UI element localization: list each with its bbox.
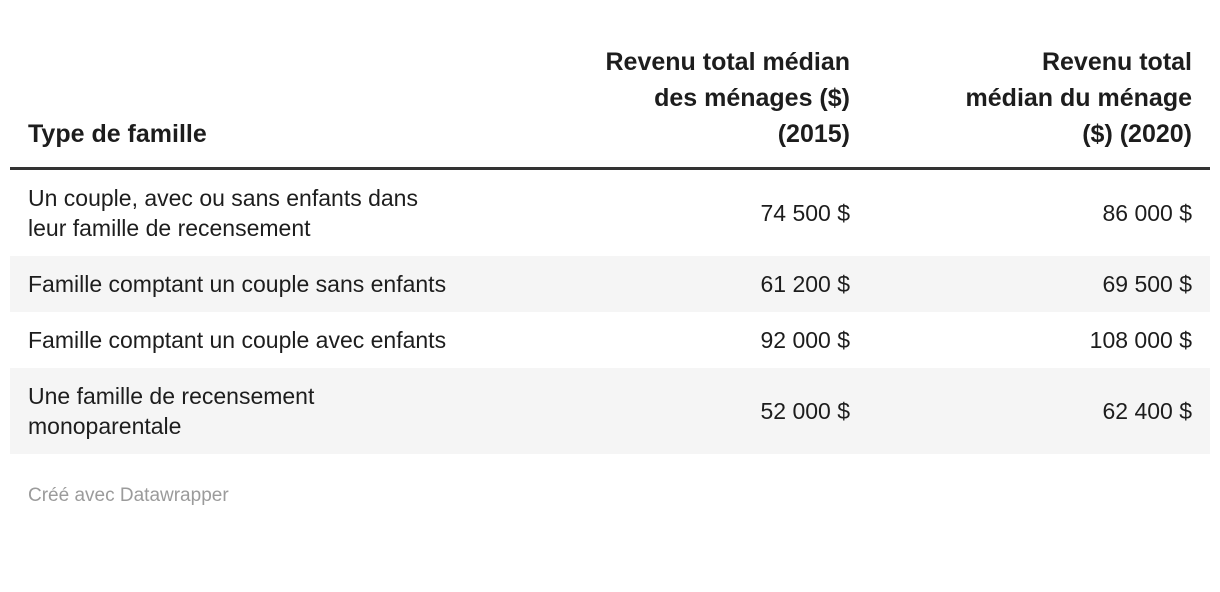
- column-header-income-2020: Revenu total médian du ménage ($) (2020): [868, 10, 1210, 169]
- income-2020-cell: 69 500 $: [1102, 271, 1192, 297]
- header-line: ($) (2020): [1082, 120, 1192, 148]
- income-2015-cell: 92 000 $: [760, 327, 850, 353]
- family-type-cell: Famille comptant un couple sans enfants: [28, 271, 447, 297]
- table-row: Famille comptant un couple avec enfants …: [10, 312, 1210, 368]
- income-2020-cell: 62 400 $: [1102, 398, 1192, 424]
- table-row: Famille comptant un couple sans enfants …: [10, 256, 1210, 312]
- header-row: Type de famille Revenu total médian des …: [10, 10, 1210, 169]
- income-table: Type de famille Revenu total médian des …: [10, 10, 1210, 454]
- income-2015-cell: 61 200 $: [760, 271, 850, 297]
- family-type-cell: Un couple, avec ou sans enfants dans leu…: [28, 185, 418, 241]
- income-2020-cell: 108 000 $: [1089, 327, 1192, 353]
- income-2015-cell: 52 000 $: [760, 398, 850, 424]
- column-header-income-2015: Revenu total médian des ménages ($) (201…: [472, 10, 868, 169]
- header-line: médian du ménage: [965, 84, 1192, 112]
- header-line: Revenu total: [1041, 48, 1192, 76]
- header-line: Revenu total médian: [605, 48, 851, 76]
- datawrapper-attribution-link[interactable]: Créé avec Datawrapper: [28, 485, 229, 506]
- family-type-cell: Une famille de recensement monoparentale: [28, 383, 315, 439]
- header-line: (2015): [777, 120, 850, 148]
- table-row: Une famille de recensement monoparentale…: [10, 368, 1210, 454]
- income-2020-cell: 86 000 $: [1102, 200, 1192, 226]
- footer: Créé avec Datawrapper: [28, 484, 1210, 508]
- income-2015-cell: 74 500 $: [760, 200, 850, 226]
- family-type-cell: Famille comptant un couple avec enfants: [28, 327, 447, 353]
- table-row: Un couple, avec ou sans enfants dans leu…: [10, 169, 1210, 257]
- column-header-family-type: Type de famille: [28, 120, 207, 148]
- table-body: Un couple, avec ou sans enfants dans leu…: [10, 169, 1210, 454]
- table-header: Type de famille Revenu total médian des …: [10, 10, 1210, 169]
- header-line: des ménages ($): [654, 84, 850, 112]
